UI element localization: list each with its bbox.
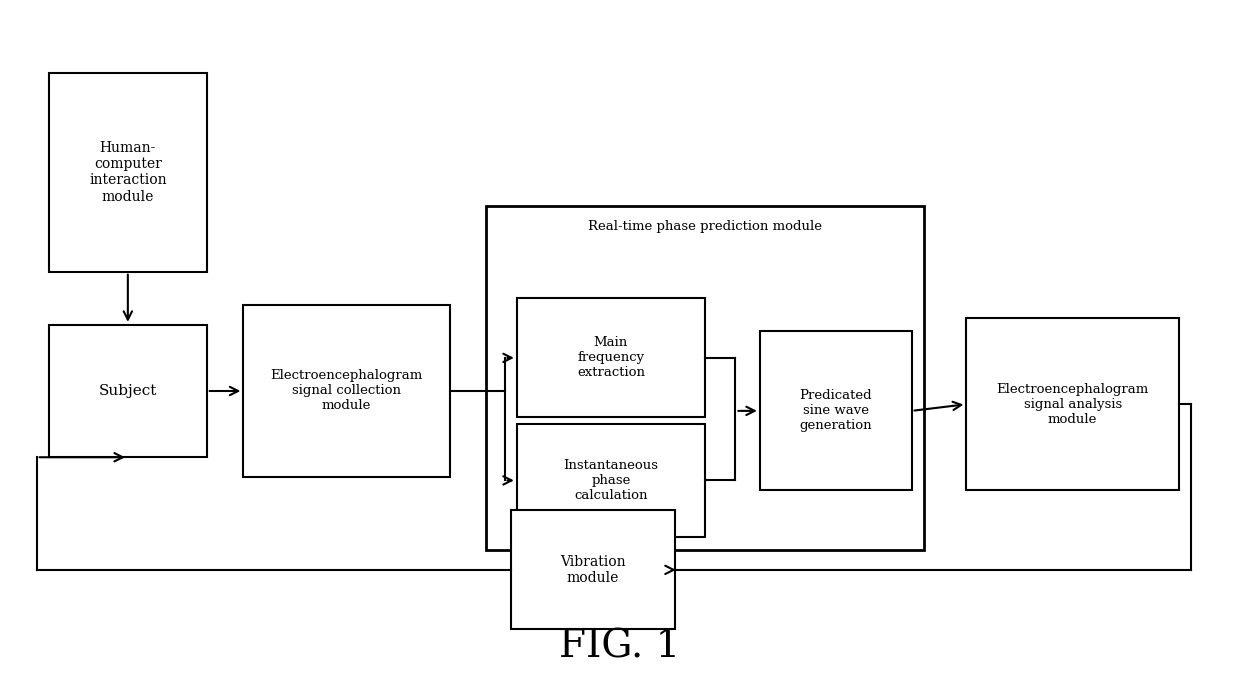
Text: Subject: Subject: [99, 384, 157, 398]
Bar: [48, 324, 207, 457]
Text: Predicated
sine wave
generation: Predicated sine wave generation: [800, 389, 872, 433]
Bar: [243, 305, 450, 477]
Bar: [966, 318, 1179, 490]
Bar: [517, 298, 706, 418]
Text: Vibration
module: Vibration module: [559, 555, 625, 585]
Bar: [48, 73, 207, 272]
Text: Electroencephalogram
signal analysis
module: Electroencephalogram signal analysis mod…: [997, 383, 1148, 426]
Text: Electroencephalogram
signal collection
module: Electroencephalogram signal collection m…: [270, 370, 423, 412]
Text: FIG. 1: FIG. 1: [559, 629, 681, 666]
Text: Main
frequency
extraction: Main frequency extraction: [577, 337, 645, 379]
Bar: [486, 206, 924, 550]
Bar: [511, 510, 675, 629]
Text: Human-
computer
interaction
module: Human- computer interaction module: [89, 141, 166, 203]
Bar: [760, 331, 911, 490]
Text: Real-time phase prediction module: Real-time phase prediction module: [588, 220, 822, 233]
Bar: [517, 424, 706, 537]
Text: Instantaneous
phase
calculation: Instantaneous phase calculation: [563, 459, 658, 502]
